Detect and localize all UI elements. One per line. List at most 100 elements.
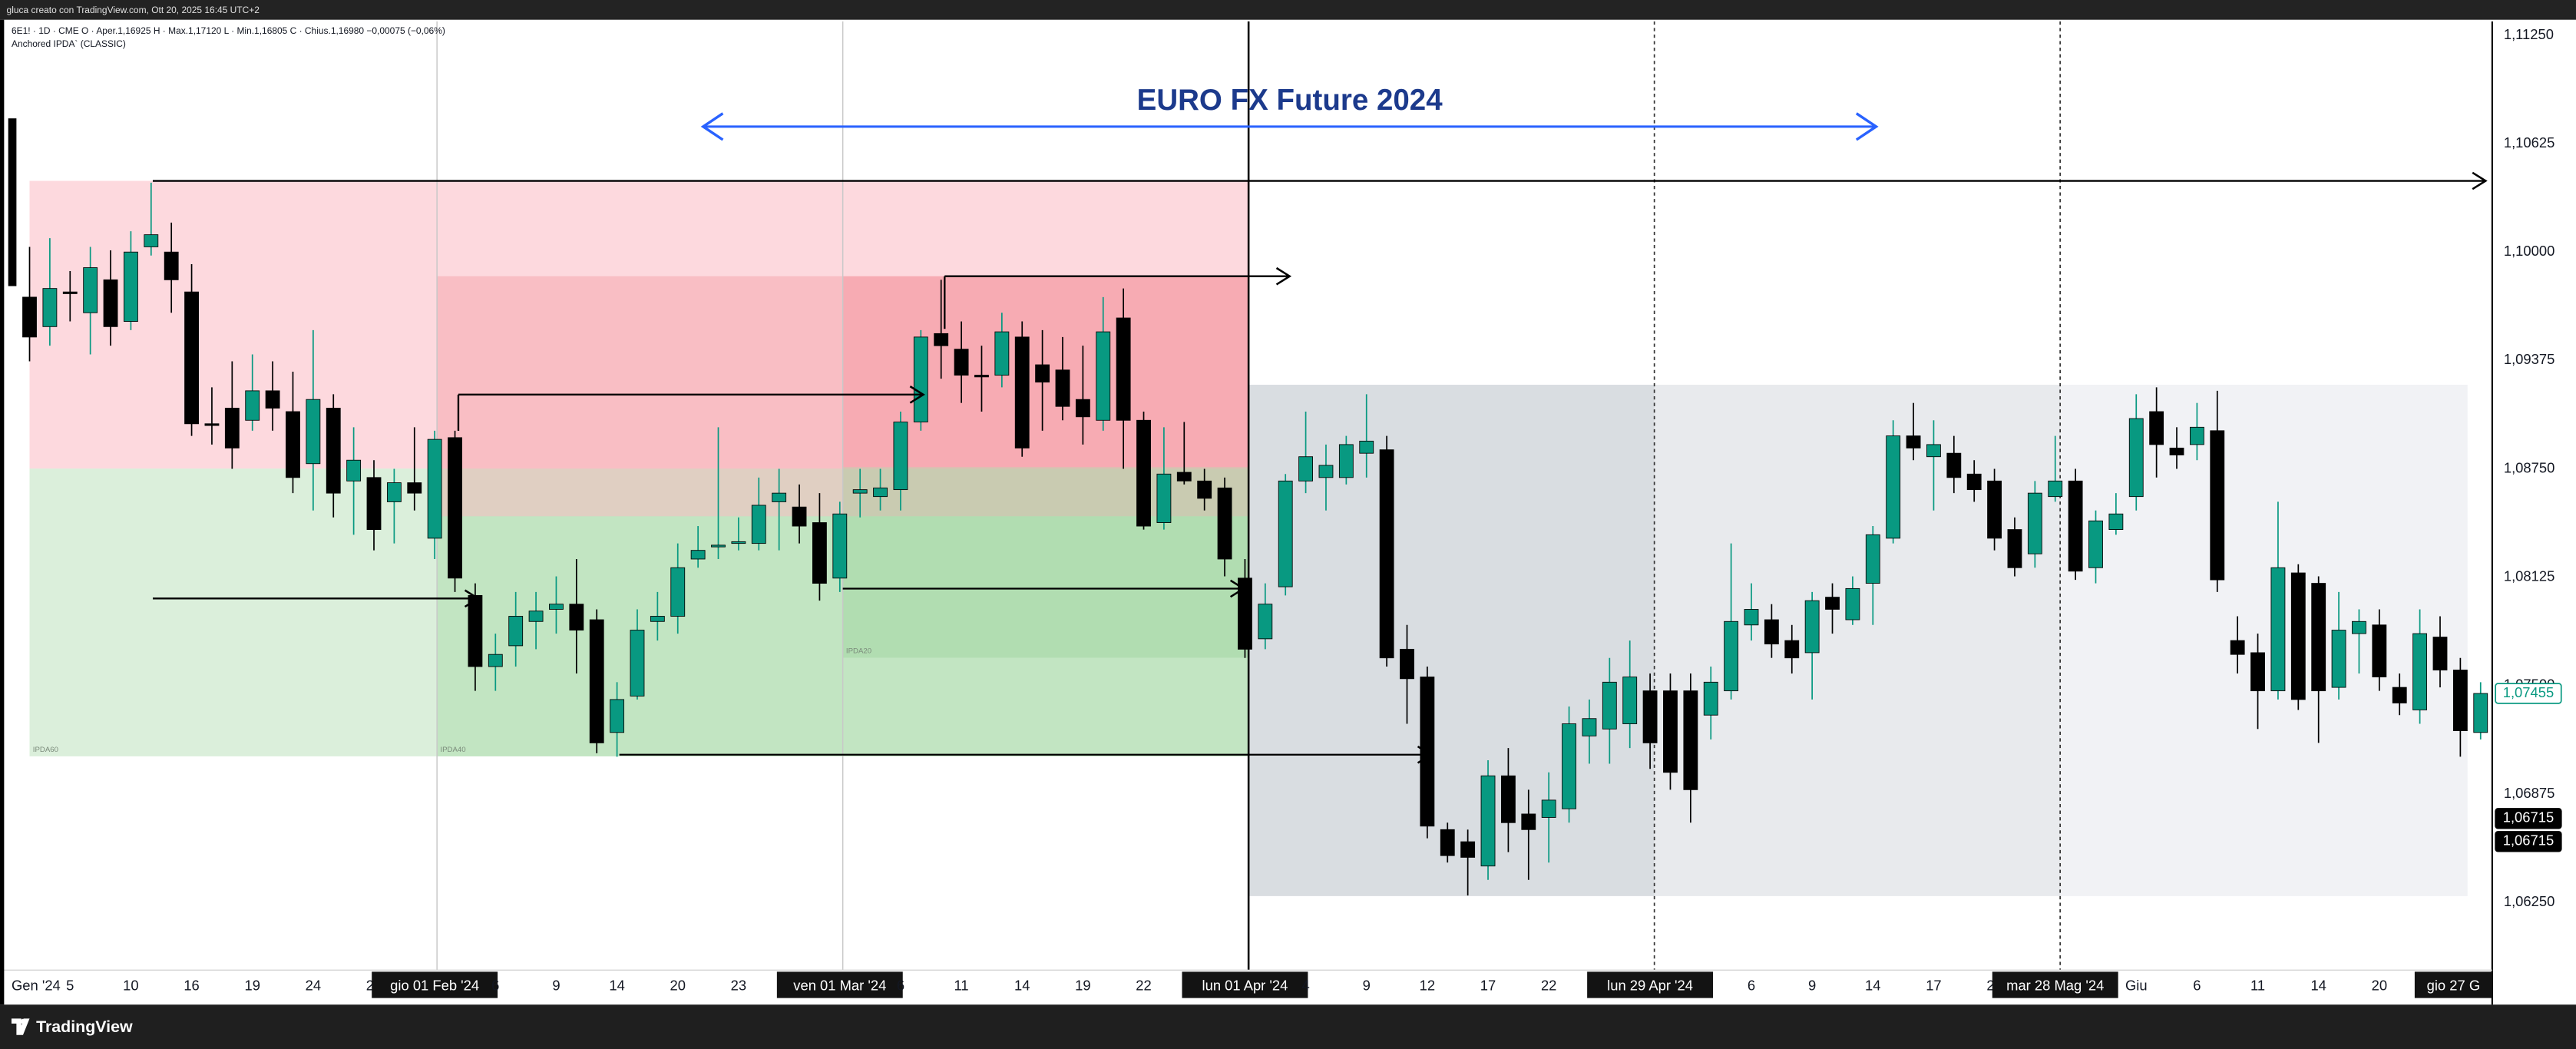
candle-body: [103, 279, 118, 327]
candle-body: [1865, 534, 1880, 584]
candle-body: [549, 604, 564, 610]
x-tick-label: 16: [184, 977, 199, 993]
zone-label: IPDA20: [846, 647, 871, 655]
candle-body: [1906, 435, 1921, 448]
candle-body: [994, 331, 1010, 376]
x-tick-label: gio 27 G: [2427, 977, 2481, 993]
x-tick-label: 6: [897, 977, 904, 993]
x-tick-label: 9: [1808, 977, 1816, 993]
candle-body: [2169, 447, 2184, 455]
candle-body: [1521, 813, 1536, 830]
candle-body: [528, 611, 544, 622]
candle-body: [2250, 652, 2265, 692]
candle-body: [83, 267, 98, 313]
indicator-name: Anchored IPDA` (CLASSIC): [12, 38, 126, 49]
candle-body: [2027, 492, 2042, 554]
x-tick-label: 6: [2193, 977, 2201, 993]
candle-body: [1014, 336, 1030, 448]
candle-body: [2372, 624, 2387, 677]
y-tick-label: 1,09375: [2504, 351, 2555, 367]
x-tick-label: 17: [1480, 977, 1496, 993]
candle-body: [2290, 572, 2306, 700]
candle-body: [1804, 600, 1820, 654]
x-tick-label: 20: [670, 977, 686, 993]
candle-body: [1440, 829, 1455, 856]
zone-range: [1654, 385, 2061, 896]
candle-body: [448, 437, 462, 579]
zone-discount: [29, 468, 1249, 756]
y-tick-label: 1,06250: [2504, 893, 2555, 909]
candle-body: [1176, 472, 1192, 481]
x-tick-label: lun 01 Apr '24: [1202, 977, 1288, 993]
x-tick-label: 20: [2372, 977, 2387, 993]
candle-body: [812, 522, 827, 584]
candle-body: [1400, 648, 1414, 680]
candle-body: [690, 550, 706, 560]
candle-body: [711, 544, 726, 548]
candle-body: [1663, 690, 1678, 773]
x-tick-label: 23: [731, 977, 746, 993]
x-tick-label: lun 29 Apr '24: [1607, 977, 1693, 993]
candle-body: [42, 288, 58, 327]
candle-body: [2108, 513, 2124, 531]
candle-body: [1926, 444, 1941, 458]
candle-body: [1055, 369, 1070, 407]
candle-body: [2189, 426, 2204, 445]
x-tick-label: 9: [1363, 977, 1371, 993]
x-tick-label: 17: [1926, 977, 1941, 993]
left-marker: [8, 118, 17, 286]
candle-body: [1845, 587, 1860, 620]
candle-body: [386, 482, 402, 502]
candle-body: [144, 234, 159, 247]
zone-range: [1248, 385, 1655, 896]
candle-body: [1379, 449, 1394, 659]
price-label: 1,06715: [2503, 809, 2554, 826]
candle-body: [1562, 723, 1576, 809]
x-tick-highlight: [2414, 971, 2492, 998]
candle-body: [2230, 640, 2245, 655]
x-tick-label: 6: [491, 977, 499, 993]
x-tick-label: 11: [954, 977, 969, 993]
x-tick-highlight: [1992, 971, 2118, 998]
price-axis: [2492, 21, 2576, 1005]
x-tick-label: ven 01 Mar '24: [793, 977, 886, 993]
x-tick-label: 10: [123, 977, 138, 993]
candle-body: [468, 594, 483, 667]
vertical-lines: [436, 21, 2062, 971]
candle-body: [245, 390, 260, 421]
candle-body: [852, 489, 868, 494]
candle-body: [62, 291, 78, 294]
candle-body: [184, 291, 199, 425]
candle-body: [1258, 604, 1273, 640]
candle-body: [1460, 841, 1476, 858]
candle-body: [224, 408, 240, 448]
candle-body: [731, 541, 746, 544]
x-tick-label: gio 01 Feb '24: [390, 977, 479, 993]
candle-body: [1966, 473, 1982, 491]
x-tick-label: 14: [609, 977, 624, 993]
zone-label: IPDA40: [440, 746, 465, 754]
candle-body: [2311, 583, 2326, 692]
candle-body: [2452, 670, 2468, 731]
price-label: 1,06715: [2503, 832, 2554, 849]
candle-body: [832, 513, 848, 579]
candle-body: [1096, 331, 1111, 421]
x-tick-label: Giu: [2125, 977, 2148, 993]
x-tick-label: mar 28 Mag '24: [2006, 977, 2104, 993]
x-tick-label: 5: [66, 977, 74, 993]
x-tick-highlight: [776, 971, 903, 998]
candle-body: [2432, 637, 2448, 670]
candle-body: [488, 654, 503, 667]
x-tick-highlight: [1182, 971, 1308, 998]
zone-label: IPDA60: [33, 746, 58, 754]
candle-body: [2270, 567, 2286, 692]
candle-body: [2473, 693, 2488, 733]
candle-body: [1278, 480, 1293, 587]
candle-body: [2392, 687, 2407, 703]
y-tick-label: 1,06875: [2504, 785, 2555, 801]
candle-body: [306, 399, 321, 465]
brand-name: TradingView: [36, 1018, 133, 1036]
candle-body: [124, 251, 138, 322]
x-tick-label: 19: [1075, 977, 1090, 993]
